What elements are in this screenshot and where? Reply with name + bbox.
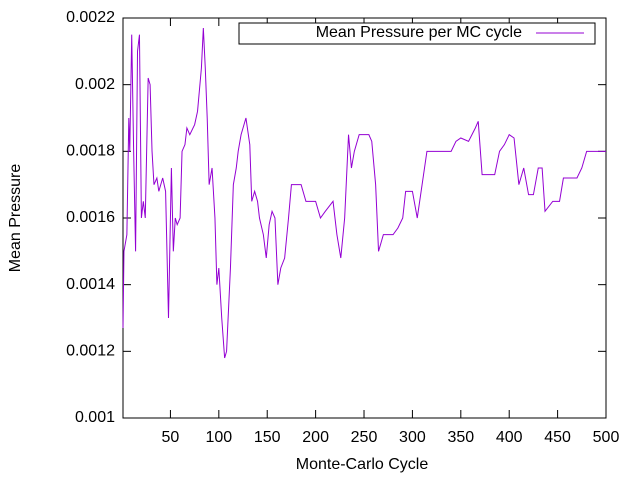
y-tick-label: 0.0012 xyxy=(66,343,115,360)
x-tick-label: 450 xyxy=(544,429,571,446)
x-tick-label: 100 xyxy=(205,429,232,446)
y-tick-label: 0.001 xyxy=(75,409,115,426)
y-tick-label: 0.0016 xyxy=(66,209,115,226)
x-tick-label: 200 xyxy=(302,429,329,446)
data-line xyxy=(122,27,606,359)
legend-label: Mean Pressure per MC cycle xyxy=(316,24,522,41)
y-tick-label: 0.0018 xyxy=(66,143,115,160)
x-axis-label: Monte-Carlo Cycle xyxy=(296,456,429,473)
y-tick-label: 0.0014 xyxy=(66,276,115,293)
plot-border xyxy=(122,17,607,419)
x-tick-label: 150 xyxy=(254,429,281,446)
x-tick-label: 50 xyxy=(162,429,180,446)
x-tick-label: 400 xyxy=(496,429,523,446)
x-tick-label: 500 xyxy=(593,429,620,446)
y-axis-label: Mean Pressure xyxy=(7,164,24,273)
y-tick-label: 0.002 xyxy=(75,76,115,93)
legend-box xyxy=(238,22,596,45)
x-tick-label: 350 xyxy=(447,429,474,446)
y-tick-label: 0.0022 xyxy=(66,9,115,26)
x-tick-label: 300 xyxy=(399,429,426,446)
x-tick-label: 250 xyxy=(351,429,378,446)
